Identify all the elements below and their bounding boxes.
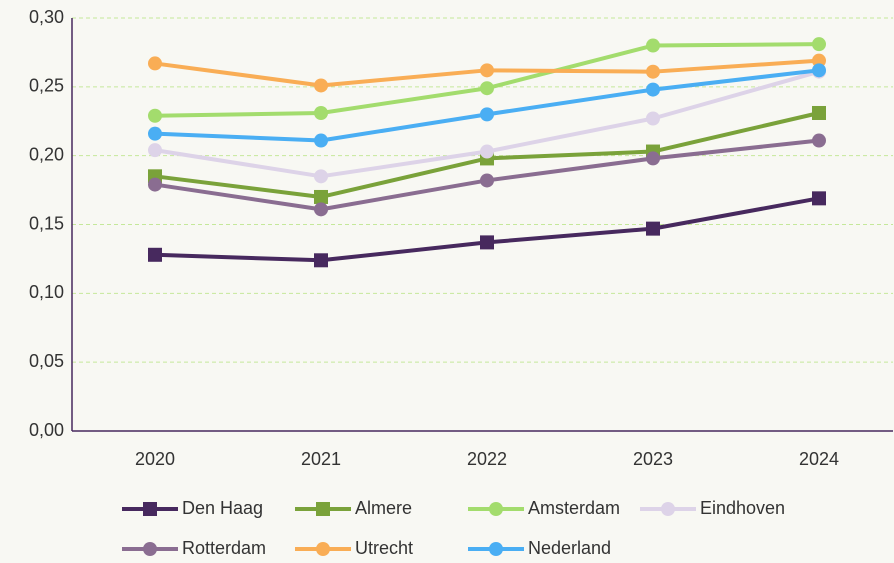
x-tick-label: 2024: [799, 449, 839, 469]
marker: [314, 169, 328, 184]
legend-marker: [143, 502, 157, 516]
y-tick-label: 0,30: [29, 7, 64, 27]
marker: [812, 105, 826, 120]
marker: [480, 63, 494, 78]
marker: [646, 151, 660, 166]
marker: [480, 235, 494, 250]
y-tick-label: 0,25: [29, 76, 64, 96]
legend-label: Den Haag: [182, 498, 263, 518]
y-tick-label: 0,15: [29, 213, 64, 233]
legend-label: Almere: [355, 498, 412, 518]
marker: [314, 105, 328, 120]
marker: [812, 133, 826, 148]
legend-marker: [316, 502, 330, 516]
marker: [646, 82, 660, 97]
legend-label: Rotterdam: [182, 538, 266, 558]
y-tick-label: 0,20: [29, 144, 64, 164]
legend-marker: [489, 542, 503, 556]
marker: [148, 126, 162, 141]
marker: [314, 133, 328, 148]
x-tick-label: 2020: [135, 449, 175, 469]
y-tick-label: 0,10: [29, 282, 64, 302]
x-tick-label: 2023: [633, 449, 673, 469]
y-tick-label: 0,05: [29, 351, 64, 371]
marker: [314, 202, 328, 217]
legend-label: Utrecht: [355, 538, 413, 558]
legend-marker: [489, 502, 503, 516]
series-line: [154, 68, 820, 143]
marker: [480, 81, 494, 96]
marker: [480, 173, 494, 188]
marker: [480, 107, 494, 122]
marker: [480, 144, 494, 159]
marker: [812, 53, 826, 68]
legend-label: Eindhoven: [700, 498, 785, 518]
marker: [314, 253, 328, 268]
marker: [812, 37, 826, 52]
legend-marker: [316, 542, 330, 556]
marker: [812, 63, 826, 78]
marker: [314, 189, 328, 204]
marker: [646, 38, 660, 53]
marker: [646, 64, 660, 79]
marker: [148, 56, 162, 71]
legend-marker: [661, 502, 675, 516]
marker: [646, 111, 660, 126]
marker: [148, 247, 162, 262]
marker: [148, 143, 162, 158]
marker: [314, 78, 328, 93]
marker: [148, 177, 162, 192]
marker: [646, 221, 660, 236]
legend-label: Nederland: [528, 538, 611, 558]
y-tick-label: 0,00: [29, 420, 64, 440]
series-line: [154, 196, 820, 263]
legend-marker: [143, 542, 157, 556]
marker: [812, 191, 826, 206]
marker: [148, 108, 162, 123]
x-tick-label: 2022: [467, 449, 507, 469]
legend-label: Amsterdam: [528, 498, 620, 518]
x-tick-label: 2021: [301, 449, 341, 469]
